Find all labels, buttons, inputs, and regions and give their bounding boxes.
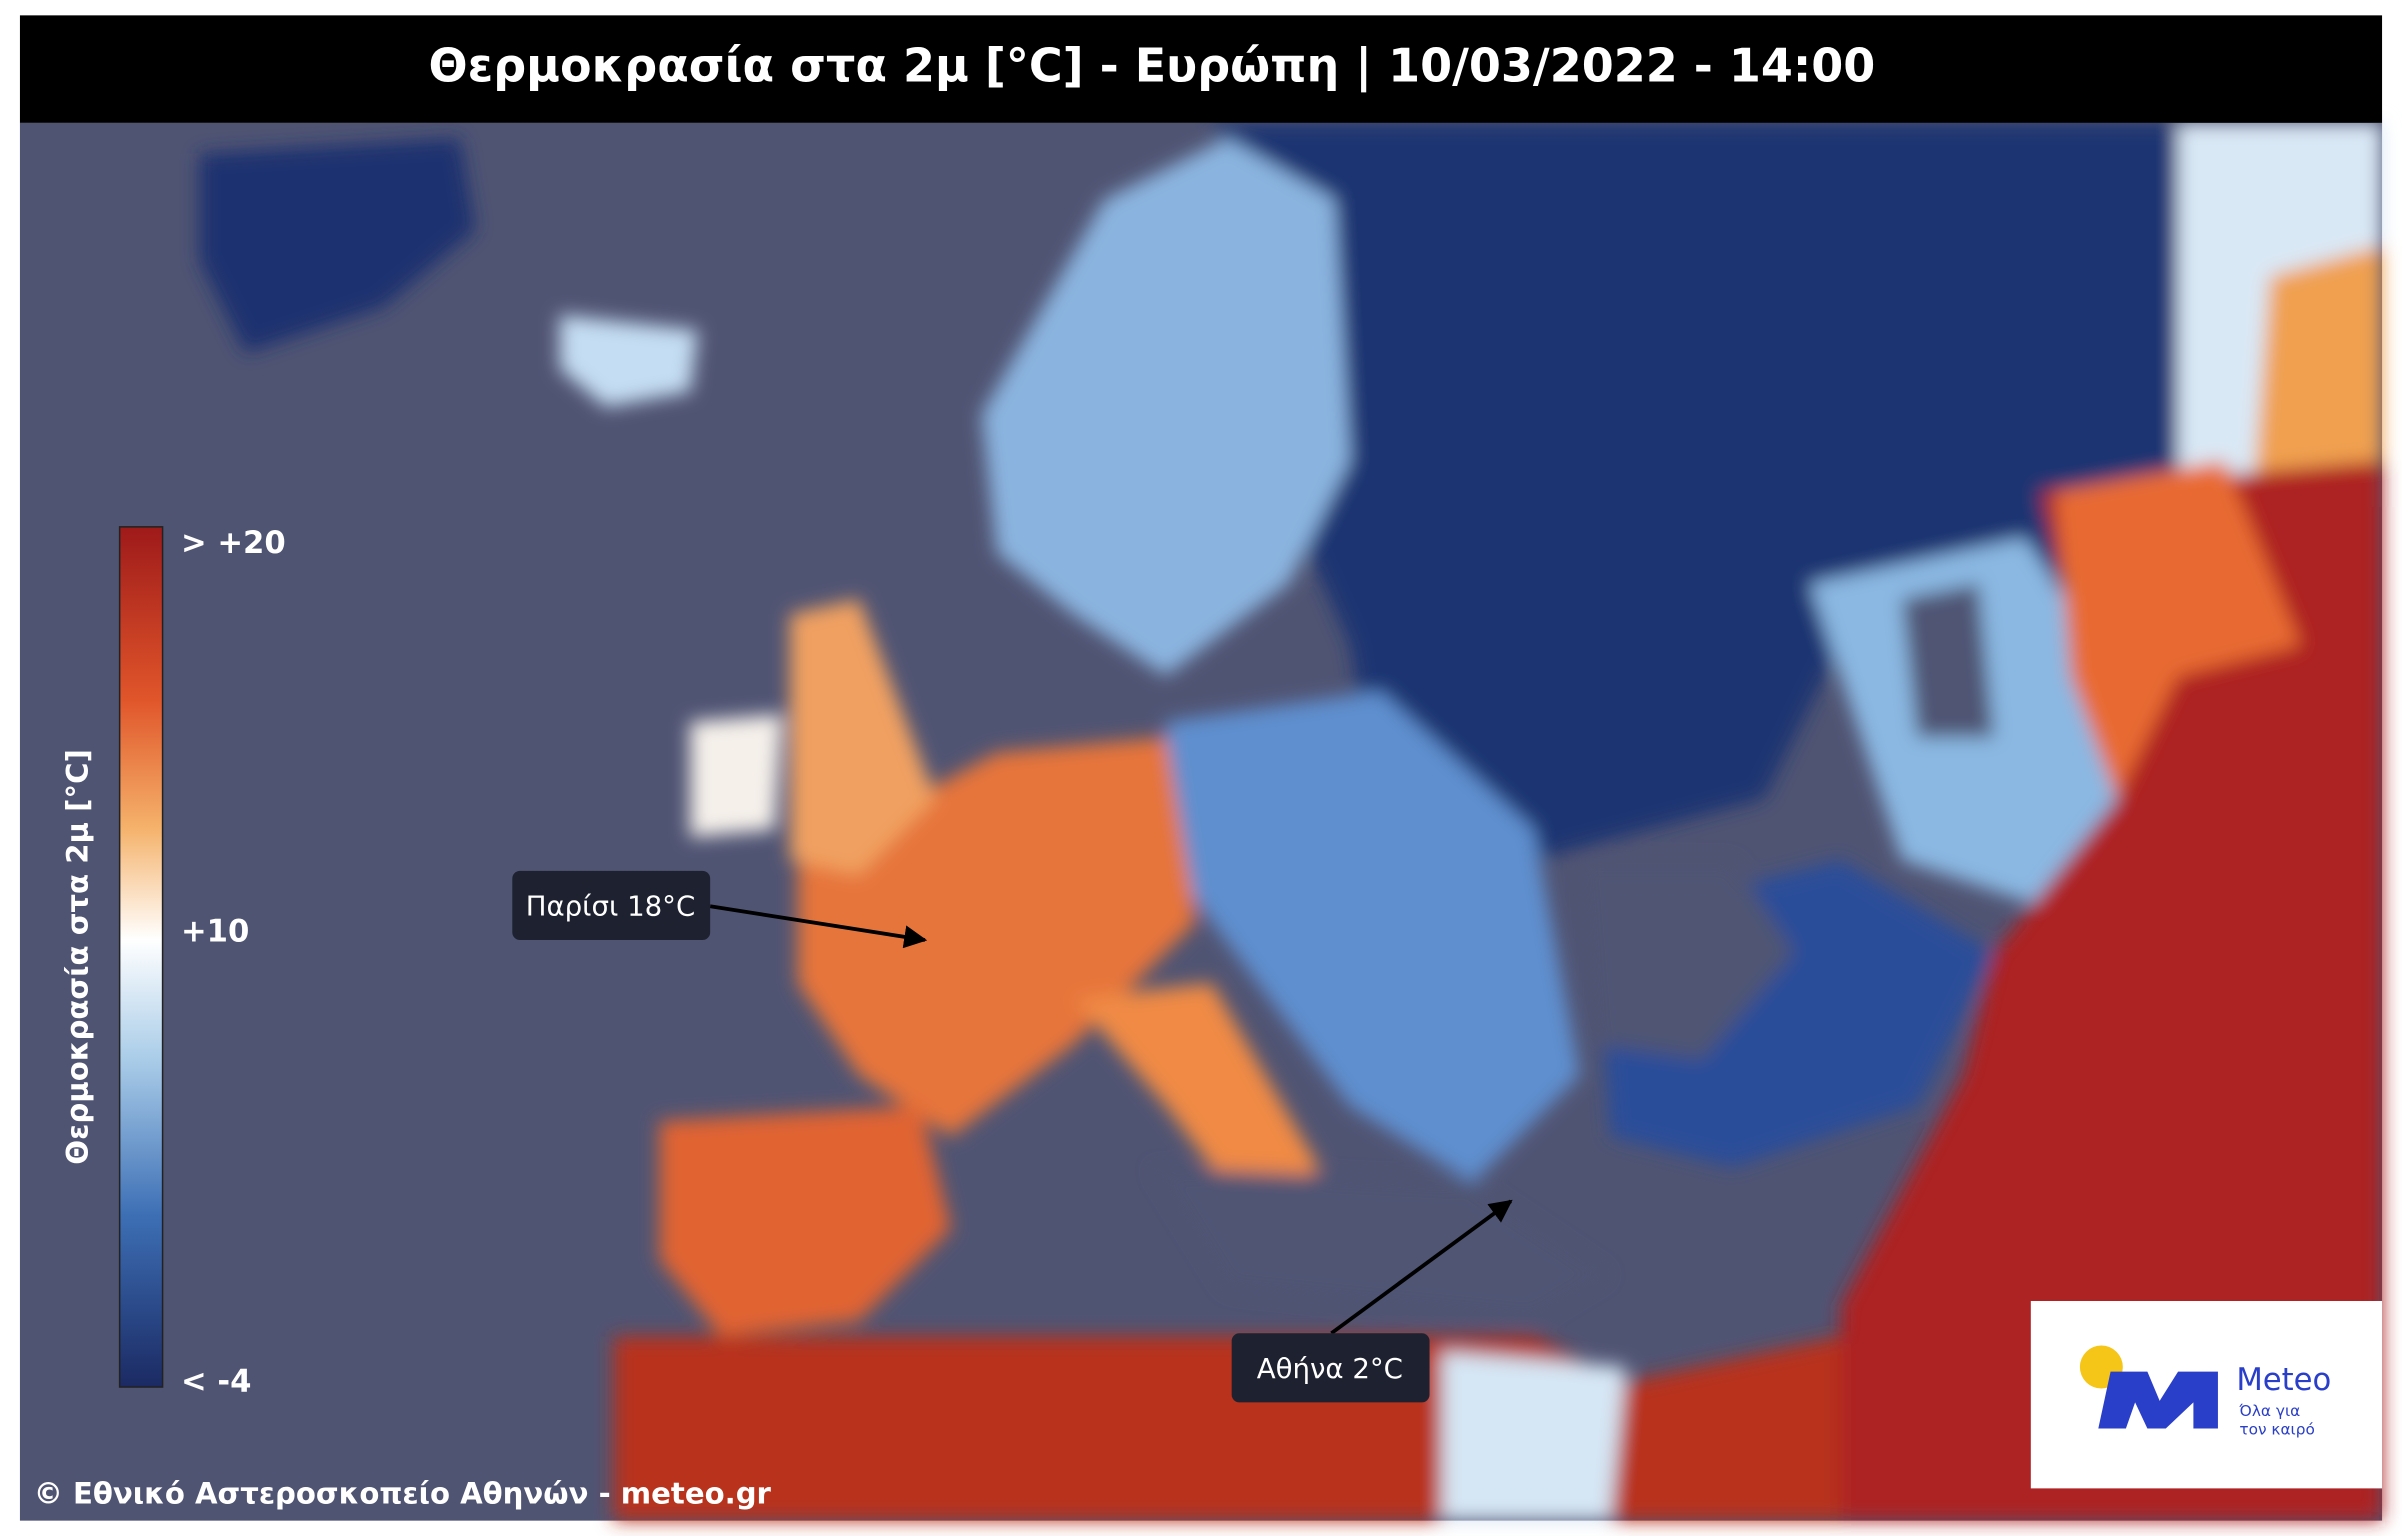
logo-tagline: τον καιρό — [2239, 1421, 2314, 1439]
colorbar-tick: < -4 — [181, 1365, 251, 1400]
colorbar-tick: +10 — [181, 915, 249, 950]
colorbar-label: Θερμοκρασία στα 2μ [°C] — [60, 749, 94, 1165]
logo-mark — [2098, 1371, 2218, 1429]
copyright: © Εθνικό Αστεροσκοπείο Αθηνών - meteo.gr — [34, 1477, 772, 1511]
annotation-arrow — [709, 904, 928, 949]
annotation-arrow — [1330, 1199, 1513, 1335]
title-bar — [19, 15, 2383, 123]
colorbar-tick: > +20 — [181, 526, 286, 561]
logo-tagline: Όλα για — [2238, 1402, 2300, 1420]
colorbar — [118, 526, 164, 1388]
annotation-box — [1231, 1333, 1430, 1403]
annotation: Αθήνα 2°C — [1257, 1352, 1403, 1385]
logo-name: Meteo — [2236, 1363, 2331, 1398]
title: Θερμοκρασία στα 2μ [°C] - Ευρώπη | 10/03… — [429, 38, 1876, 93]
land-temperature — [199, 122, 2383, 1521]
annotation: Παρίσι 18°C — [526, 889, 696, 922]
annotation-box — [512, 870, 711, 941]
